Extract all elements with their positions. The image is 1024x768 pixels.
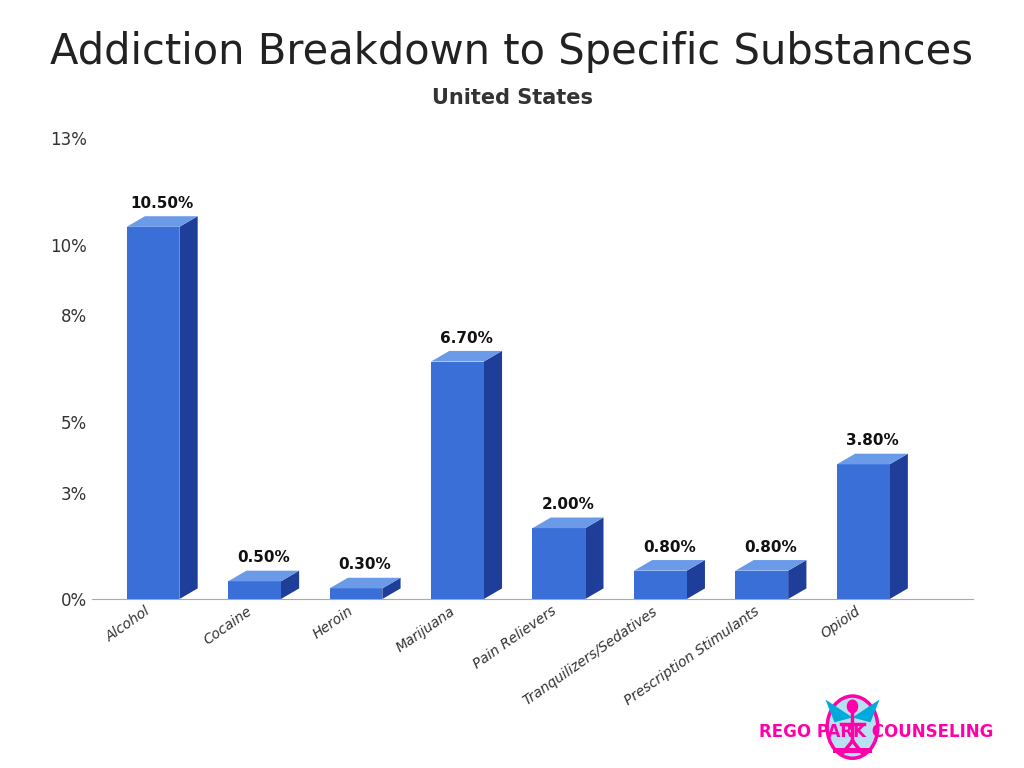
Polygon shape bbox=[483, 351, 502, 599]
Polygon shape bbox=[735, 560, 807, 571]
Polygon shape bbox=[837, 454, 908, 465]
Polygon shape bbox=[586, 518, 603, 599]
Polygon shape bbox=[228, 581, 281, 599]
Polygon shape bbox=[532, 528, 586, 599]
Polygon shape bbox=[833, 748, 872, 753]
Polygon shape bbox=[735, 571, 788, 599]
Polygon shape bbox=[852, 700, 880, 722]
Polygon shape bbox=[330, 578, 400, 588]
Text: 6.70%: 6.70% bbox=[440, 330, 493, 346]
Text: 3.80%: 3.80% bbox=[846, 433, 899, 449]
Text: 0.50%: 0.50% bbox=[238, 551, 290, 565]
Polygon shape bbox=[634, 571, 687, 599]
Polygon shape bbox=[890, 454, 908, 599]
Polygon shape bbox=[788, 560, 807, 599]
Polygon shape bbox=[431, 362, 483, 599]
Polygon shape bbox=[127, 217, 198, 227]
Polygon shape bbox=[431, 351, 502, 362]
Text: 0.80%: 0.80% bbox=[643, 540, 696, 554]
Circle shape bbox=[848, 700, 857, 713]
Circle shape bbox=[827, 696, 878, 758]
Polygon shape bbox=[634, 560, 705, 571]
Text: 10.50%: 10.50% bbox=[130, 196, 194, 211]
Polygon shape bbox=[281, 571, 299, 599]
Polygon shape bbox=[228, 571, 299, 581]
Polygon shape bbox=[837, 465, 890, 599]
Text: REGO PARK COUNSELING: REGO PARK COUNSELING bbox=[759, 723, 993, 741]
Polygon shape bbox=[687, 560, 705, 599]
Polygon shape bbox=[127, 227, 179, 599]
Polygon shape bbox=[532, 518, 603, 528]
Text: 2.00%: 2.00% bbox=[542, 497, 594, 512]
Text: 0.30%: 0.30% bbox=[339, 558, 391, 572]
Text: 0.80%: 0.80% bbox=[744, 540, 798, 554]
Text: Addiction Breakdown to Specific Substances: Addiction Breakdown to Specific Substanc… bbox=[50, 31, 974, 73]
Text: United States: United States bbox=[431, 88, 593, 108]
Polygon shape bbox=[330, 588, 382, 599]
Polygon shape bbox=[382, 578, 400, 599]
Polygon shape bbox=[179, 217, 198, 599]
Polygon shape bbox=[825, 700, 852, 722]
